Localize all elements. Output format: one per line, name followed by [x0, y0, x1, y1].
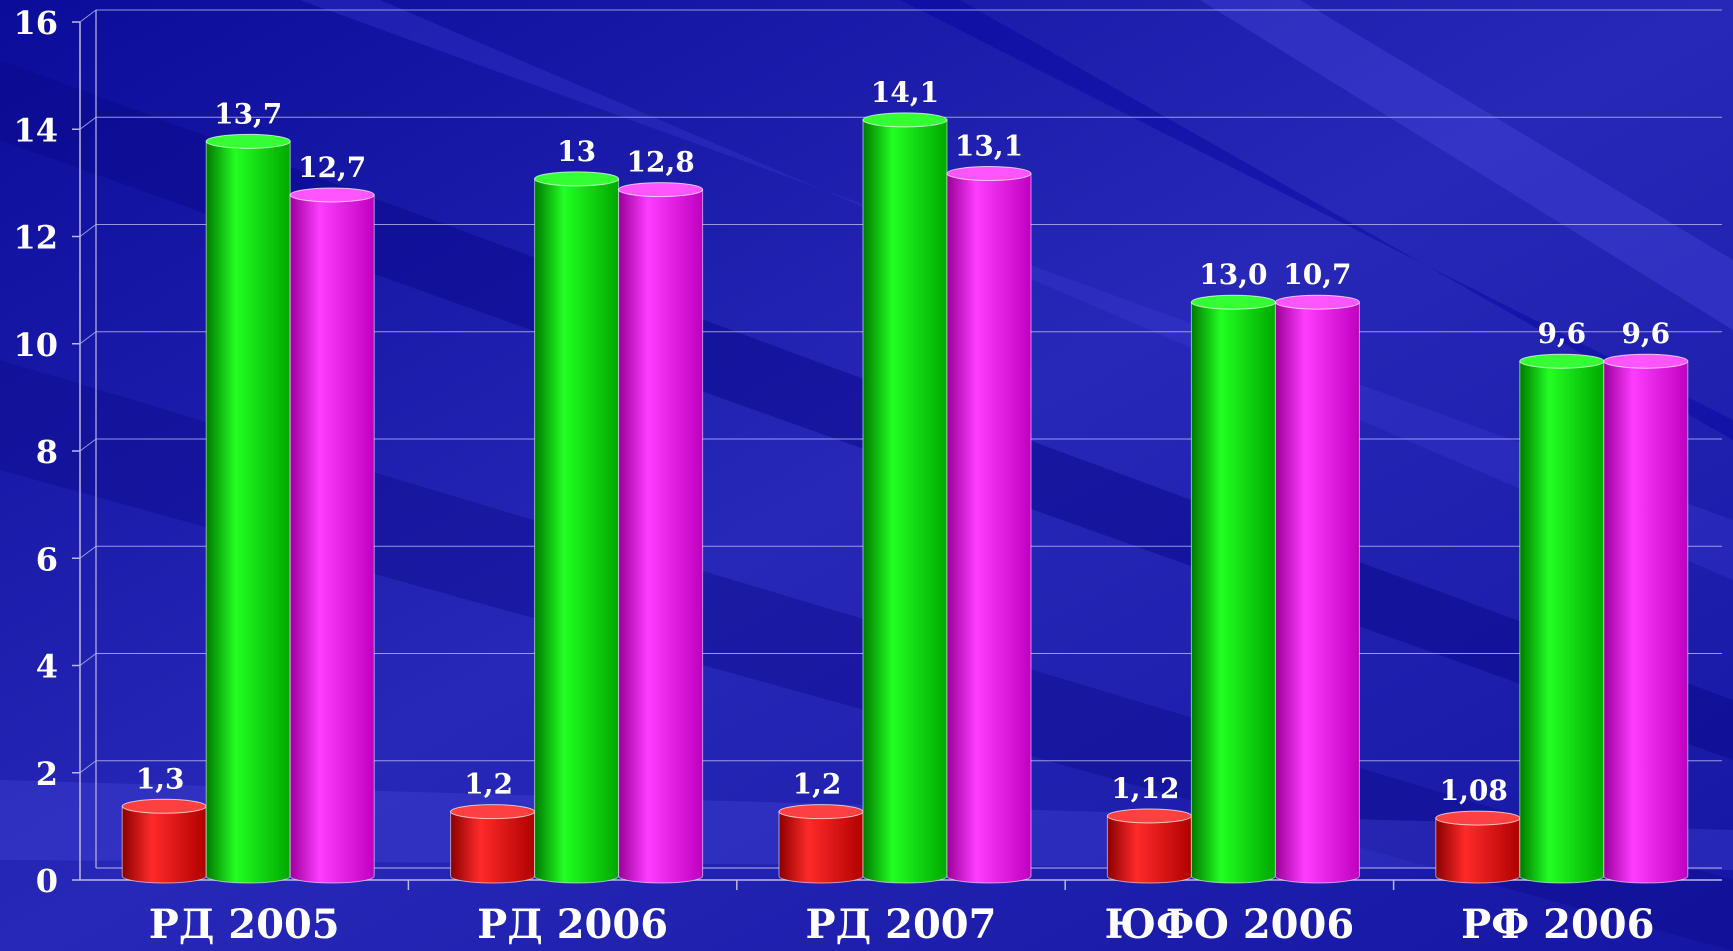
value-label: 1,12	[1111, 772, 1179, 805]
x-category-label: РД 2005	[149, 901, 340, 948]
bar-green	[1190, 294, 1276, 884]
x-axis: РД 2005 РД 2006 РД 2007 ЮФО 2006 РФ 2006	[149, 880, 1654, 948]
x-category-label: ЮФО 2006	[1105, 901, 1355, 948]
bar-red	[450, 804, 536, 884]
y-tick-label: 12	[13, 219, 58, 257]
bar-magenta	[946, 166, 1032, 884]
x-category-label: РФ 2006	[1461, 901, 1654, 948]
value-label: 9,6	[1537, 317, 1586, 350]
value-label: 13	[557, 135, 596, 168]
value-labels: 1,3 13,7 12,7 1,2 13 12,8 1,2 14,1 13,1 1,12 13,0 1…	[136, 76, 1670, 807]
value-label: 1,08	[1440, 774, 1508, 807]
bar-green	[205, 133, 291, 884]
value-label: 12,7	[298, 151, 366, 184]
bar-magenta	[1603, 353, 1689, 884]
bars	[121, 112, 1689, 884]
bar-green	[862, 112, 948, 884]
value-label: 13,0	[1199, 258, 1267, 291]
x-category-label: РД 2006	[477, 901, 668, 948]
y-tick-label: 8	[36, 433, 58, 471]
x-category-label: РД 2007	[806, 901, 997, 948]
value-label: 1,3	[136, 762, 185, 795]
value-label: 12,8	[626, 146, 694, 179]
value-label: 9,6	[1621, 317, 1670, 350]
y-tick-label: 16	[13, 4, 58, 42]
value-label: 14,1	[871, 76, 939, 109]
value-label: 13,7	[214, 97, 282, 130]
bar-green	[534, 171, 620, 884]
bar-green	[1519, 353, 1605, 884]
y-tick-label: 2	[36, 755, 58, 793]
value-label: 1,2	[464, 768, 513, 801]
y-tick-label: 0	[36, 862, 58, 900]
value-label: 13,1	[955, 130, 1023, 163]
y-tick-label: 6	[36, 540, 58, 578]
value-label: 1,2	[793, 768, 842, 801]
bar-red	[778, 804, 864, 884]
y-axis: 0 2 4 6 8 10 12 14 16	[13, 4, 80, 900]
bar-red	[121, 798, 207, 884]
value-label: 10,7	[1283, 258, 1351, 291]
bar-magenta	[618, 182, 704, 884]
y-tick-label: 4	[36, 648, 58, 686]
bar-magenta	[289, 187, 375, 884]
bar-red	[1435, 810, 1521, 884]
y-tick-label: 10	[13, 326, 58, 364]
bar-red	[1106, 808, 1192, 884]
bar-magenta	[1274, 294, 1360, 884]
y-tick-label: 14	[13, 111, 58, 149]
